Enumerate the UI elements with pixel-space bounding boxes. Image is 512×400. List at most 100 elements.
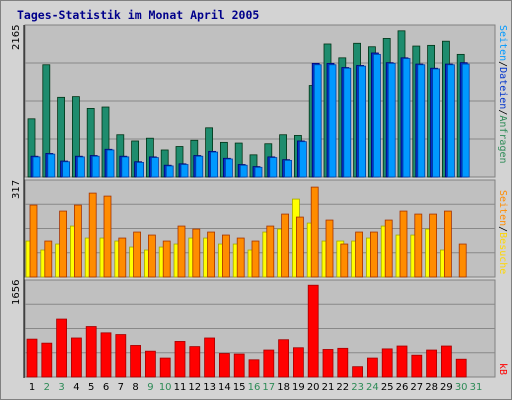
bar-seiten-4 (74, 204, 82, 278)
bar-seiten-8 (136, 162, 145, 178)
x-tick-label: 3 (58, 382, 65, 393)
x-tick-label: 4 (73, 382, 80, 393)
bar-kb-7 (115, 334, 127, 378)
bar-seiten-20 (313, 64, 322, 178)
bar-kb-9 (144, 350, 156, 378)
bar-seiten-25 (384, 219, 393, 278)
bar-kb-3 (56, 318, 67, 378)
bar-seiten-20 (310, 186, 319, 278)
x-tick-label: 2 (43, 382, 50, 393)
bar-seiten-30 (458, 243, 467, 278)
bar-seiten-7 (121, 156, 130, 178)
bar-kb-29 (440, 345, 452, 378)
x-tick-label: 5 (88, 382, 95, 393)
bar-seiten-10 (165, 165, 174, 178)
x-tick-label: 16 (247, 382, 261, 393)
bar-seiten-21 (328, 64, 337, 178)
bar-seiten-27 (417, 64, 426, 178)
bar-kb-13 (204, 337, 216, 378)
legend-entry: Anfragen (497, 115, 508, 164)
bar-seiten-17 (266, 225, 275, 278)
bar-kb-19 (292, 347, 304, 378)
legend-label: kB (497, 363, 508, 375)
x-tick-label: 28 (425, 382, 438, 393)
bar-seiten-17 (269, 157, 278, 178)
y-max-label-visits: 317 (11, 179, 22, 199)
y-max-label-requests: 2165 (11, 24, 22, 50)
bar-seiten-5 (91, 155, 100, 178)
bar-seiten-2 (47, 153, 56, 178)
bar-seiten-15 (236, 237, 245, 278)
chart-title: Tages-Statistik im Monat April 2005 (17, 8, 260, 22)
bar-seiten-28 (432, 68, 441, 178)
bar-seiten-14 (221, 234, 230, 278)
bar-seiten-13 (207, 231, 216, 278)
bar-seiten-18 (281, 213, 290, 278)
x-tick-label: 17 (262, 382, 276, 393)
bar-seiten-26 (402, 58, 411, 178)
bar-seiten-30 (461, 63, 470, 178)
bar-seiten-10 (162, 240, 171, 278)
bar-kb-11 (174, 341, 186, 378)
bar-seiten-5 (88, 192, 97, 278)
bar-seiten-9 (147, 234, 156, 278)
bar-kb-6 (100, 332, 112, 378)
bar-kb-25 (381, 348, 393, 378)
bar-seiten-19 (298, 141, 307, 178)
x-tick-label: 11 (173, 382, 187, 393)
bar-seiten-26 (399, 210, 408, 278)
bar-seiten-11 (177, 225, 186, 278)
bar-kb-17 (263, 349, 275, 378)
x-tick-label: 24 (366, 382, 379, 393)
bar-kb-1 (26, 338, 38, 378)
x-tick-label: 10 (158, 382, 172, 393)
x-tick-label: 27 (410, 382, 424, 393)
x-tick-label: 25 (380, 382, 394, 393)
x-tick-label: 29 (440, 382, 453, 393)
legend-entry: Seiten (497, 190, 508, 227)
bar-kb-22 (337, 347, 349, 378)
bar-kb-8 (130, 345, 142, 378)
x-tick-label: 22 (336, 382, 350, 393)
bar-seiten-15 (239, 164, 248, 178)
bar-seiten-16 (251, 240, 260, 278)
bar-kb-28 (426, 349, 438, 378)
bar-kb-4 (71, 337, 82, 378)
x-tick-label: 30 (454, 382, 468, 393)
bar-kb-12 (189, 346, 201, 378)
bar-kb-15 (233, 353, 245, 378)
legend-label: Seiten/Dateien/Anfragen (497, 25, 508, 164)
bar-seiten-8 (133, 231, 142, 278)
x-tick-label: 21 (321, 382, 335, 393)
bar-kb-20 (307, 284, 319, 378)
bar-kb-16 (248, 359, 260, 378)
bar-seiten-3 (59, 210, 67, 278)
bar-seiten-28 (429, 213, 438, 278)
legend-entry: Besuche (497, 232, 508, 275)
bar-seiten-4 (77, 156, 85, 178)
x-tick-label: 26 (395, 382, 409, 393)
bar-seiten-7 (118, 237, 127, 278)
bar-seiten-1 (32, 156, 41, 178)
bar-seiten-19 (295, 216, 304, 278)
bar-kb-10 (159, 357, 171, 378)
legend-label: Seiten/Besuche (497, 190, 508, 274)
bar-seiten-27 (414, 213, 423, 278)
x-tick-label: 12 (188, 382, 202, 393)
bar-seiten-12 (192, 228, 201, 278)
x-tick-label: 31 (469, 382, 483, 393)
bar-seiten-3 (62, 161, 70, 178)
bar-seiten-25 (387, 62, 396, 178)
bar-seiten-29 (443, 210, 452, 278)
bar-seiten-24 (372, 53, 381, 178)
bar-kb-2 (41, 342, 53, 378)
bar-kb-18 (278, 339, 290, 378)
x-tick-label: 18 (277, 382, 290, 393)
x-tick-label: 23 (351, 382, 364, 393)
bar-kb-23 (352, 366, 364, 378)
bar-kb-30 (455, 358, 467, 378)
x-tick-label: 6 (102, 382, 110, 393)
bar-seiten-2 (44, 240, 53, 278)
bar-seiten-29 (446, 64, 455, 178)
bar-seiten-21 (325, 219, 334, 278)
